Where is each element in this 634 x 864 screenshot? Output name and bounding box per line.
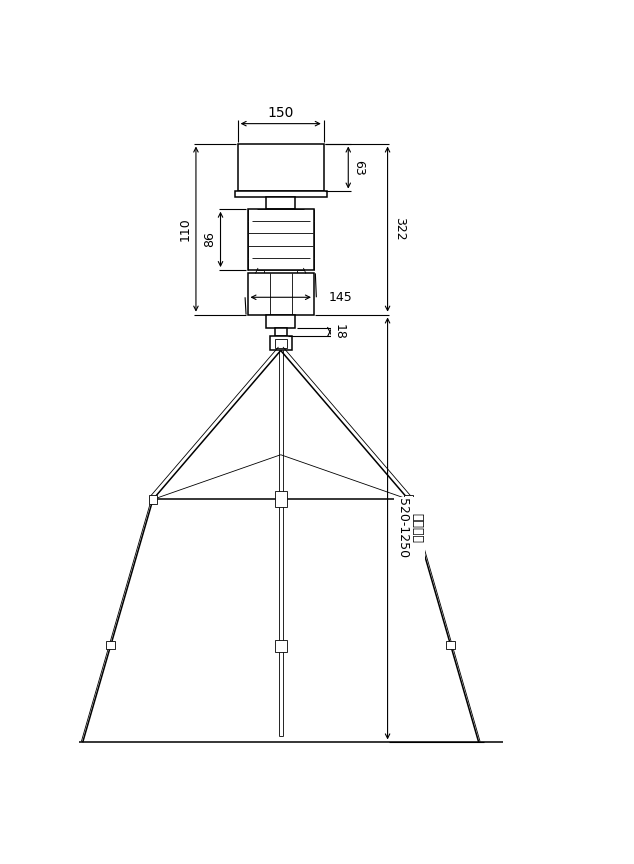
Bar (266, 197, 295, 209)
Text: 18: 18 (332, 324, 345, 340)
Bar (446, 641, 455, 650)
Bar (235, 192, 327, 197)
Text: 145: 145 (328, 291, 353, 304)
Bar (264, 270, 297, 273)
Text: 伸缩范围
520-1250: 伸缩范围 520-1250 (396, 499, 424, 558)
Text: 63: 63 (353, 160, 366, 175)
Bar (275, 327, 287, 336)
Bar (148, 495, 157, 504)
Bar (266, 314, 295, 327)
Bar (238, 143, 324, 192)
Bar (275, 339, 287, 348)
Bar (404, 495, 413, 504)
Bar (269, 336, 292, 351)
Text: 110: 110 (179, 217, 191, 241)
Bar (107, 641, 115, 650)
Text: 150: 150 (268, 105, 294, 119)
Bar (247, 273, 314, 314)
Bar (275, 640, 287, 651)
Bar (247, 209, 314, 270)
Text: 86: 86 (204, 232, 216, 247)
Bar (275, 492, 287, 507)
Text: 322: 322 (393, 217, 406, 241)
